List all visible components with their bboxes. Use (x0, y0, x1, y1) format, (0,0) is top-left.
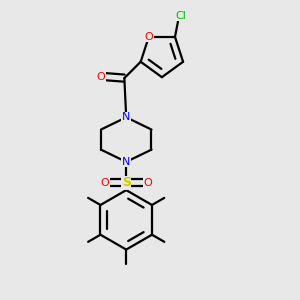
Text: O: O (100, 178, 109, 188)
Text: N: N (122, 157, 130, 167)
Text: N: N (122, 112, 130, 122)
Text: Cl: Cl (176, 11, 187, 20)
Text: S: S (122, 176, 131, 189)
Text: O: O (143, 178, 152, 188)
Text: O: O (144, 32, 153, 42)
Text: O: O (97, 72, 106, 82)
